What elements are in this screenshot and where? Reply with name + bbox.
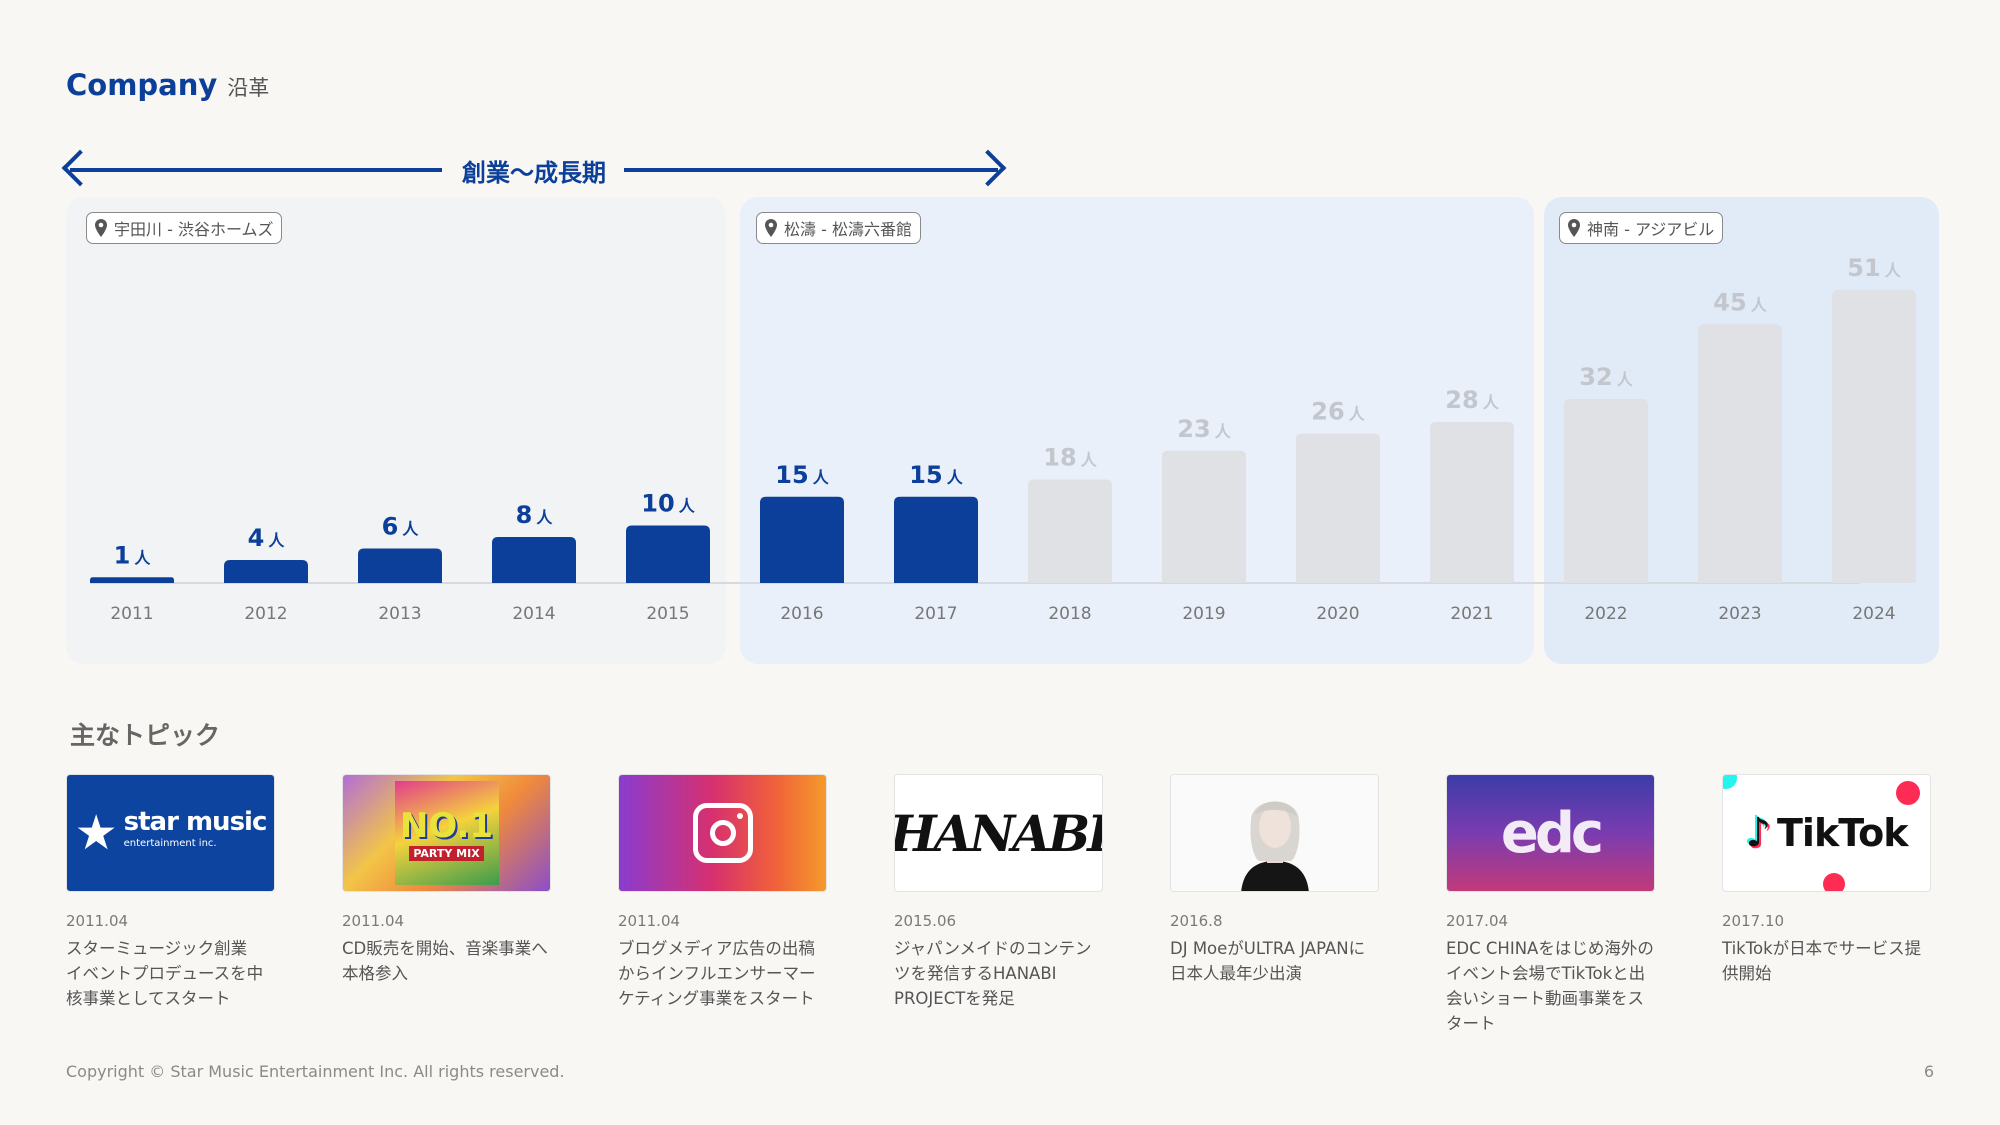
map-pin-icon: [1568, 219, 1580, 237]
topic-card: HANABI 2015.06 ジャパンメイドのコンテン ツを発信するHANABI P…: [894, 774, 1104, 1011]
hanabi-logo: HANABI: [894, 774, 1103, 892]
topic-text: スターミュージック創業 イベントプロデュースを中 核事業としてスタート: [66, 939, 264, 1008]
topic-card: NO.1 PARTY MIX 2011.04 CD販売を開始、音楽事業へ 本格参入: [342, 774, 552, 986]
person-silhouette-icon: [1171, 775, 1378, 891]
location-tag: 宇田川 - 渋谷ホームズ: [86, 212, 283, 244]
topic-date: 2016.8: [1170, 912, 1223, 930]
star-music-sub: entertainment inc.: [123, 838, 217, 849]
page-subtitle: 沿革: [227, 76, 270, 100]
star-icon: ★: [74, 805, 118, 861]
period-indicator: 創業〜成長期: [61, 149, 1007, 190]
decor-dot: [1896, 781, 1920, 805]
map-pin-icon: [765, 219, 777, 237]
cd-jacket: NO.1 PARTY MIX: [394, 781, 499, 885]
office-zone-jinnan: [1544, 197, 1939, 664]
music-note-icon: ♪: [1745, 810, 1772, 856]
topic-card: ♪ TikTok 2017.10 TikTokが日本でサービス提 供開始: [1722, 774, 1932, 986]
topic-card: edc 2017.04 EDC CHINAをはじめ海外の イベント会場でTikTo…: [1446, 774, 1656, 1036]
tiktok-wordmark: TikTok: [1777, 811, 1908, 855]
topic-card: ★ star music entertainment inc. 2011.04 ス…: [66, 774, 276, 1011]
topic-text: DJ MoeがULTRA JAPANに 日本人最年少出演: [1170, 939, 1366, 983]
topic-date: 2017.04: [1446, 912, 1509, 930]
cd-title: NO.1: [399, 805, 494, 846]
copyright: Copyright © Star Music Entertainment Inc…: [66, 1062, 565, 1081]
star-music-logo: ★ star music entertainment inc.: [66, 774, 275, 892]
topic-text: CD販売を開始、音楽事業へ 本格参入: [342, 939, 548, 983]
map-pin-icon: [95, 219, 107, 237]
topic-card: 2011.04 ブログメディア広告の出稿 からインフルエンサーマー ケティング事業を…: [618, 774, 828, 1011]
topic-text: EDC CHINAをはじめ海外の イベント会場でTikTokと出 会いショート動画事…: [1446, 939, 1654, 1033]
location-label: 宇田川 - 渋谷ホームズ: [114, 220, 274, 239]
topic-date: 2011.04: [66, 912, 129, 930]
period-line-left: [70, 168, 442, 172]
location-tag: 神南 - アジアビル: [1559, 212, 1724, 244]
edc-logo: edc: [1500, 800, 1604, 866]
office-zone-shoto: [740, 197, 1534, 664]
topics-title: 主なトピック: [70, 721, 221, 750]
page-number: 6: [1923, 1062, 1934, 1081]
dj-portrait: [1170, 774, 1379, 892]
location-label: 神南 - アジアビル: [1587, 220, 1715, 239]
topic-card: 2016.8 DJ MoeがULTRA JAPANに 日本人最年少出演: [1170, 774, 1380, 986]
topic-date: 2015.06: [894, 912, 957, 930]
edc-event-photo: edc: [1446, 774, 1655, 892]
decor-dot: [1723, 775, 1737, 789]
cd-cover-image: NO.1 PARTY MIX: [342, 774, 551, 892]
topic-text: TikTokが日本でサービス提 供開始: [1722, 939, 1922, 983]
star-music-brand: star music: [123, 807, 268, 837]
star-music-wordmark: star music entertainment inc.: [123, 809, 268, 855]
location-label: 松濤 - 松濤六番館: [784, 220, 912, 239]
location-tag: 松濤 - 松濤六番館: [756, 212, 921, 244]
topic-date: 2017.10: [1722, 912, 1785, 930]
office-zone-udagawa: [66, 197, 726, 664]
tiktok-logo: ♪ TikTok: [1722, 774, 1931, 892]
topic-text: ジャパンメイドのコンテン ツを発信するHANABI PROJECTを発足: [894, 939, 1092, 1008]
topic-date: 2011.04: [342, 912, 405, 930]
topic-text: ブログメディア広告の出稿 からインフルエンサーマー ケティング事業をスタート: [618, 939, 816, 1008]
topic-date: 2011.04: [618, 912, 681, 930]
period-line-right: [624, 168, 998, 172]
instagram-logo: [618, 774, 827, 892]
cd-subtitle: PARTY MIX: [409, 845, 484, 861]
page-title: Company: [66, 68, 218, 102]
period-label: 創業〜成長期: [462, 159, 606, 187]
hanabi-wordmark: HANABI: [894, 803, 1103, 863]
page-header: Company 沿革: [66, 68, 269, 102]
camera-icon: [692, 803, 753, 863]
decor-dot: [1823, 873, 1845, 891]
